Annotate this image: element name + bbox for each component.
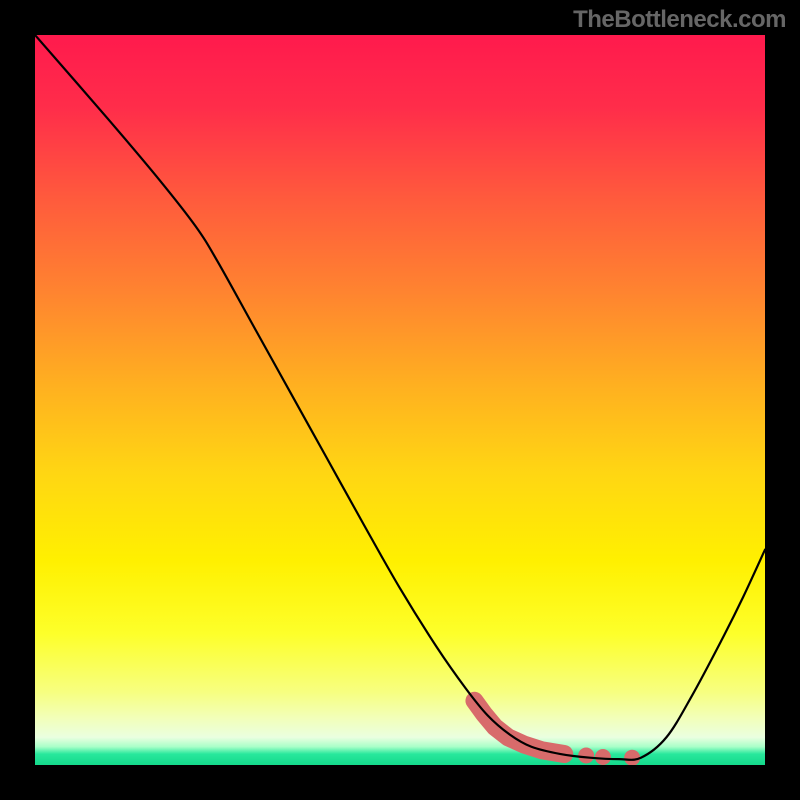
chart-background [35, 35, 765, 765]
chart-plot-area [35, 35, 765, 765]
accent-dot [595, 749, 611, 765]
chart-svg [35, 35, 765, 765]
watermark-text: TheBottleneck.com [573, 6, 786, 34]
accent-dot [578, 748, 594, 764]
accent-dot [624, 750, 640, 765]
